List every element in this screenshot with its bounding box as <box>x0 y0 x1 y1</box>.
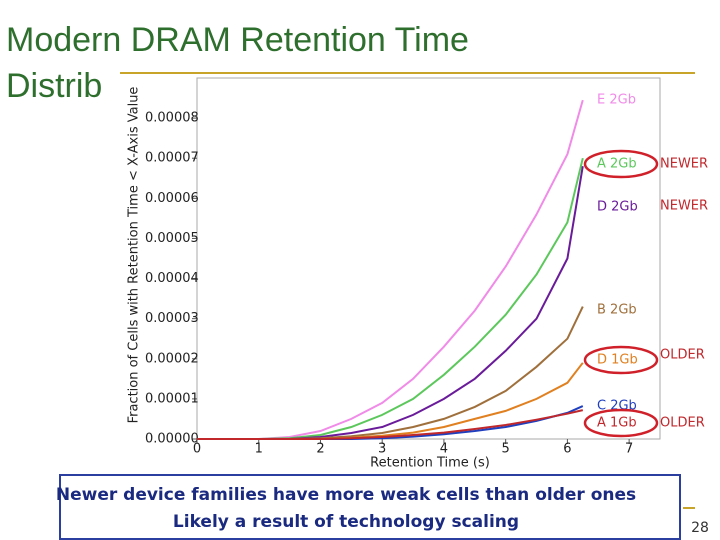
x-tick-label: 1 <box>255 442 263 457</box>
series-label: A 1Gb <box>597 416 637 431</box>
annotation: NEWER <box>660 199 708 214</box>
x-axis-label: Retention Time (s) <box>370 456 490 471</box>
caption: Likely a result of technology scaling <box>173 512 519 532</box>
y-tick-label: 0.00007 <box>145 151 199 166</box>
x-tick-label: 6 <box>563 442 571 457</box>
y-tick-label: 0.00006 <box>145 191 199 206</box>
y-tick-label: 0.00005 <box>145 231 199 246</box>
plot-frame <box>196 77 661 440</box>
series-label: D 1Gb <box>597 353 638 368</box>
series-line <box>197 409 584 440</box>
y-tick-label: 0.00002 <box>145 351 199 366</box>
y-tick-label: 0.00003 <box>145 311 199 326</box>
y-tick-label: 0.00004 <box>145 271 199 286</box>
caption: Newer device families have more weak cel… <box>56 485 636 505</box>
x-tick-label: 5 <box>502 442 510 457</box>
annotation: NEWER <box>660 157 708 172</box>
x-tick-label: 7 <box>625 442 633 457</box>
y-tick-label: 0.00000 <box>145 432 199 447</box>
annotation: OLDER <box>660 348 705 363</box>
y-tick-label: 0.00008 <box>145 111 199 126</box>
annotation: OLDER <box>660 416 705 431</box>
x-tick-label: 3 <box>378 442 386 457</box>
highlight-ring <box>583 408 659 438</box>
series-label: A 2Gb <box>597 157 637 172</box>
highlight-ring <box>583 149 659 179</box>
y-tick-label: 0.00001 <box>145 391 199 406</box>
slide-title: Distrib <box>6 67 102 105</box>
slide-title: Modern DRAM Retention Time <box>6 21 469 59</box>
series-label: D 2Gb <box>597 200 638 215</box>
page-number: 28 <box>691 520 709 536</box>
highlight-ring <box>583 345 659 375</box>
series-label: B 2Gb <box>597 303 637 318</box>
x-tick-label: 2 <box>316 442 324 457</box>
x-tick-label: 4 <box>440 442 448 457</box>
x-tick-label: 0 <box>193 442 201 457</box>
y-axis-label: Fraction of Cells with Retention Time < … <box>127 87 142 424</box>
caption-box <box>59 474 681 540</box>
series-label: E 2Gb <box>597 93 636 108</box>
